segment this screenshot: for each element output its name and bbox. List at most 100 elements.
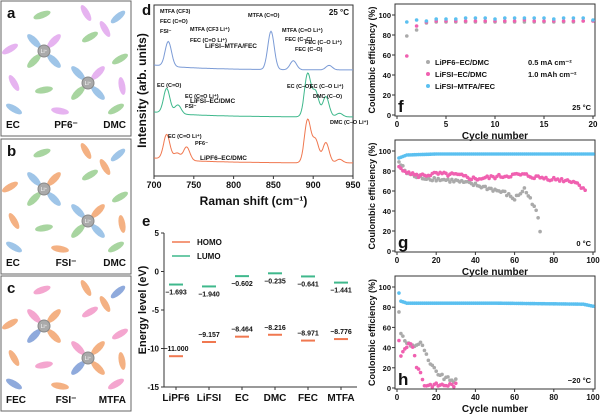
energy-value-label: −9.157 xyxy=(198,332,220,339)
legend-marker xyxy=(426,60,430,64)
data-point xyxy=(430,178,435,183)
y-axis-label: Intensity (arb. units) xyxy=(135,33,149,148)
li-label: Li⁺ xyxy=(85,81,92,87)
x-tick-label: 40 xyxy=(471,256,480,265)
peak-annotation: EC (C=O Li⁺) xyxy=(185,93,219,100)
coordinated-ellipse xyxy=(47,329,61,343)
energy-value-label: −11.000 xyxy=(163,346,188,353)
li-ion xyxy=(81,76,95,90)
data-point xyxy=(524,190,529,195)
panel-letter: e xyxy=(142,213,150,230)
species-label: DMC xyxy=(103,120,126,131)
temperature-label: 0 °C xyxy=(576,239,591,248)
data-point xyxy=(401,164,405,168)
x-tick-label: FEC xyxy=(298,393,318,404)
molecule-ellipse xyxy=(51,245,69,253)
data-point xyxy=(434,381,439,386)
x-tick-label: 80 xyxy=(549,256,558,265)
data-point xyxy=(577,183,582,188)
plot-frame xyxy=(153,4,354,177)
data-point xyxy=(463,16,468,20)
data-point xyxy=(401,349,405,354)
plot-frame xyxy=(394,275,596,390)
y-tick-label: 0 xyxy=(387,111,391,120)
data-point xyxy=(420,377,425,382)
data-point xyxy=(532,204,536,209)
peak-annotation: EC (C–O Li⁺) xyxy=(310,83,344,90)
li-ion xyxy=(37,44,51,58)
data-point xyxy=(454,17,458,21)
data-point xyxy=(416,367,421,371)
y-tick-label: 20 xyxy=(383,91,391,100)
y-tick-label: 40 xyxy=(383,207,391,216)
li-label: Li⁺ xyxy=(85,219,92,225)
molecule-ellipse xyxy=(6,103,22,115)
data-point xyxy=(418,340,423,345)
energy-value-label: −1.441 xyxy=(330,288,352,295)
data-point xyxy=(512,16,517,20)
species-label: EC xyxy=(6,120,20,131)
species-label: FEC xyxy=(6,395,26,406)
data-point xyxy=(559,176,564,181)
legend-label: LUMO xyxy=(197,252,221,261)
data-point xyxy=(424,352,429,356)
legend-label: LiFSI–MTFA/FEC xyxy=(435,82,496,91)
series-label: LiPF6–EC/DMC xyxy=(200,155,247,162)
y-tick-label: 100 xyxy=(378,11,391,20)
data-point xyxy=(581,16,585,20)
data-point xyxy=(503,16,507,20)
y-axis-label: Coulombic efficiency (%) xyxy=(367,279,377,386)
species-label: FSI⁻ xyxy=(56,258,77,269)
data-point xyxy=(506,191,511,196)
x-tick-label: 0 xyxy=(395,256,400,265)
data-point xyxy=(434,17,439,21)
coordinated-ellipse xyxy=(27,54,41,68)
data-point xyxy=(561,19,566,23)
data-point xyxy=(532,16,536,20)
data-point xyxy=(448,180,452,184)
molecule-ellipse xyxy=(33,285,51,295)
data-point xyxy=(528,196,533,200)
energy-value-label: −0.602 xyxy=(231,281,253,288)
temperature-label: 25 °C xyxy=(572,103,591,112)
panel-c: Li⁺ Li⁺ c FEC FSI⁻ MTFA xyxy=(0,275,132,412)
data-point xyxy=(412,353,417,358)
x-tick-label: MTFA xyxy=(327,393,354,404)
panel-letter: b xyxy=(7,143,16,160)
molecule-ellipse xyxy=(51,382,69,390)
data-point xyxy=(534,208,538,213)
coordinated-ellipse xyxy=(91,204,105,218)
peak-annotation: DMC (C–O Li⁺) xyxy=(330,119,369,126)
y-axis-label: Energy level (eV) xyxy=(137,265,149,354)
data-point xyxy=(397,338,401,343)
data-point xyxy=(405,20,409,24)
data-point xyxy=(503,189,507,194)
species-label: EC xyxy=(6,258,20,269)
peak-annotation: MTFA (CF3) xyxy=(160,9,191,15)
data-point xyxy=(512,198,517,202)
data-point xyxy=(446,375,450,379)
coordinated-ellipse xyxy=(47,172,61,186)
data-point xyxy=(450,382,454,387)
data-point xyxy=(532,19,536,23)
x-tick-label: 950 xyxy=(345,180,360,190)
data-point xyxy=(399,166,403,171)
molecule-ellipse xyxy=(2,181,18,193)
data-point xyxy=(454,377,458,381)
data-point xyxy=(493,17,497,21)
y-tick-label: 60 xyxy=(383,323,391,332)
x-tick-label: LiFSI xyxy=(197,393,222,404)
energy-value-label: −0.235 xyxy=(264,278,286,285)
peak-annotation: DMC (C–O) xyxy=(313,94,342,100)
data-point xyxy=(414,24,419,28)
molecule-ellipse xyxy=(80,5,92,21)
data-point xyxy=(410,345,415,349)
data-point xyxy=(430,385,435,389)
molecule-ellipse xyxy=(110,148,126,162)
molecule-ellipse xyxy=(2,318,18,330)
data-point xyxy=(520,189,525,194)
molecule-ellipse xyxy=(118,77,126,95)
data-point xyxy=(487,176,491,181)
data-point xyxy=(483,16,488,20)
